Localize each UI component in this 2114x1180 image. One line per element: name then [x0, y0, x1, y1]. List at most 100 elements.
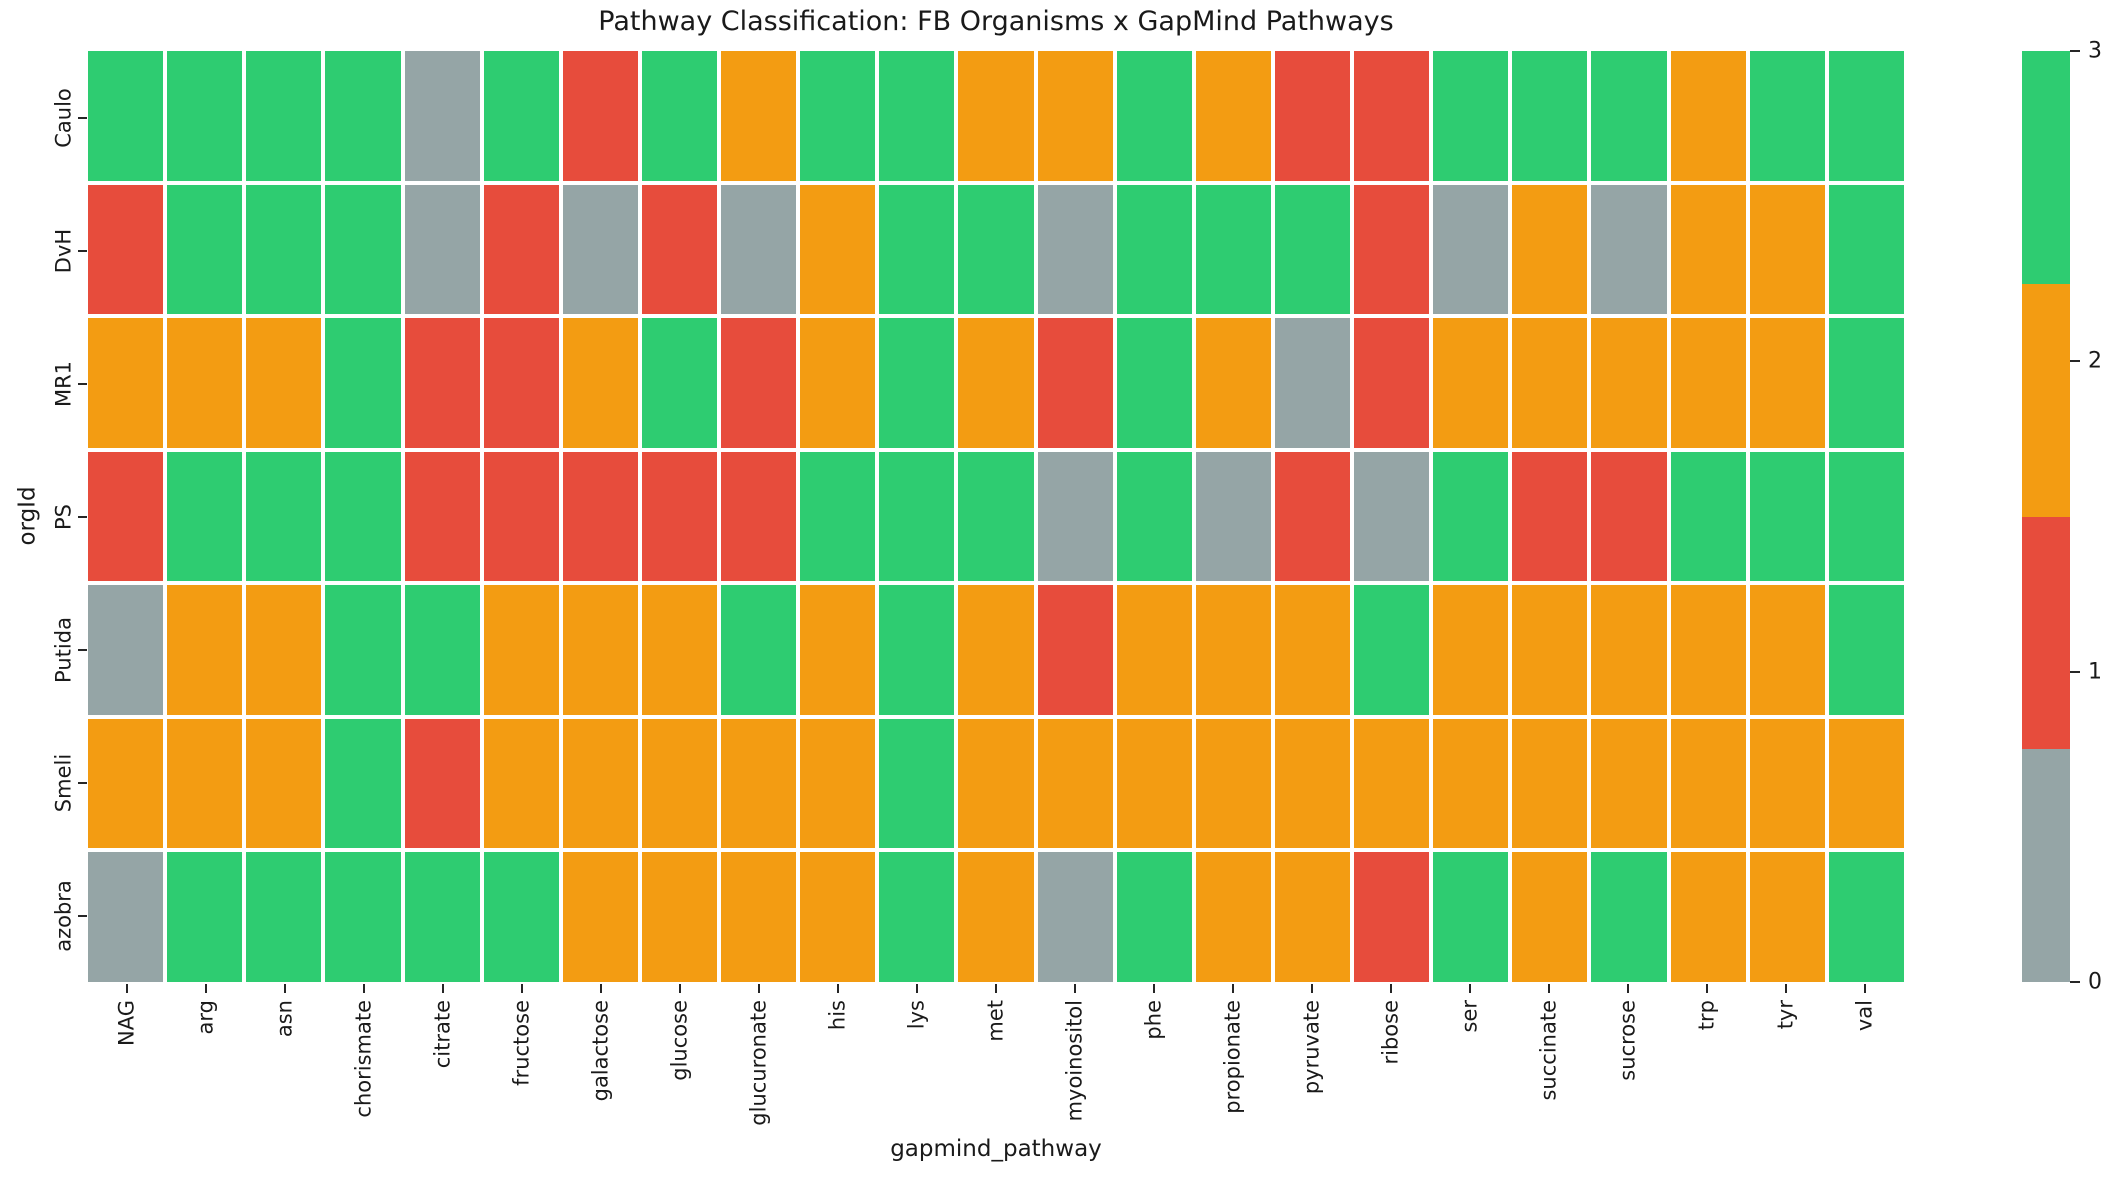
heatmap-cell — [1037, 451, 1113, 582]
heatmap-cell — [958, 184, 1034, 315]
heatmap-cell — [879, 718, 955, 849]
heatmap-cell — [1354, 451, 1430, 582]
heatmap-cell — [404, 585, 480, 715]
x-tick — [1547, 984, 1550, 993]
heatmap-cell — [1274, 718, 1351, 849]
heatmap-cell — [1274, 51, 1351, 181]
row-label: MR1 — [51, 360, 76, 407]
colorbar-tick-label: 1 — [2088, 659, 2102, 685]
heatmap-cell — [800, 318, 876, 448]
col-label: pyruvate — [1299, 1000, 1324, 1095]
heatmap-cell — [1433, 718, 1509, 849]
heatmap-cell — [721, 718, 797, 849]
heatmap-cell — [562, 318, 638, 448]
heatmap-cell — [1749, 51, 1825, 181]
x-tick — [758, 984, 761, 993]
heatmap-cell — [562, 451, 638, 582]
x-tick — [1152, 984, 1155, 993]
col-label: val — [1852, 1000, 1877, 1032]
y-tick — [78, 648, 87, 651]
colorbar-segment — [2022, 516, 2070, 750]
x-tick — [1468, 984, 1471, 993]
col-label: lys — [904, 1000, 929, 1030]
heatmap-cell — [721, 184, 797, 315]
heatmap-cell — [1670, 451, 1746, 582]
heatmap-cell — [721, 451, 797, 582]
heatmap-cell — [246, 451, 322, 582]
heatmap-cell — [1195, 852, 1271, 982]
heatmap-cell — [167, 51, 243, 181]
row-label: Caulo — [51, 87, 76, 148]
col-label: his — [825, 1000, 850, 1031]
heatmap-cell — [246, 585, 322, 715]
heatmap-cell — [1116, 318, 1192, 448]
heatmap-cell — [1116, 585, 1192, 715]
heatmap-cell — [246, 852, 322, 982]
heatmap-cell — [88, 184, 164, 315]
heatmap-cell — [404, 184, 480, 315]
x-tick — [1389, 984, 1392, 993]
heatmap-cell — [1512, 718, 1588, 849]
heatmap-cell — [1670, 318, 1746, 448]
col-label: chorismate — [351, 1000, 376, 1118]
heatmap-cell — [562, 852, 638, 982]
col-label: tyr — [1773, 1000, 1798, 1030]
heatmap-cell — [483, 184, 559, 315]
heatmap-cell — [1433, 51, 1509, 181]
heatmap-cell — [1828, 451, 1904, 582]
heatmap-cell — [1749, 451, 1825, 582]
heatmap-cell — [1195, 585, 1271, 715]
heatmap-cell — [246, 51, 322, 181]
heatmap-cell — [1195, 451, 1271, 582]
heatmap-cell — [958, 585, 1034, 715]
col-label: fructose — [509, 1000, 534, 1086]
heatmap-cell — [1037, 318, 1113, 448]
heatmap-cell — [721, 51, 797, 181]
y-axis-label: orgId — [14, 486, 41, 546]
x-tick — [363, 984, 366, 993]
heatmap-cell — [404, 852, 480, 982]
heatmap-cell — [1274, 852, 1351, 982]
row-label: Putida — [51, 616, 76, 683]
heatmap-cell — [1037, 585, 1113, 715]
colorbar-tick — [2070, 670, 2080, 673]
heatmap-cell — [246, 318, 322, 448]
heatmap-cell — [404, 51, 480, 181]
heatmap-cell — [1591, 585, 1667, 715]
x-tick — [1626, 984, 1629, 993]
heatmap-cell — [1512, 318, 1588, 448]
heatmap-cell — [1037, 51, 1113, 181]
col-label: citrate — [430, 1000, 455, 1069]
heatmap-cell — [1195, 318, 1271, 448]
x-axis-label: gapmind_pathway — [890, 1136, 1102, 1162]
heatmap-cell — [325, 718, 401, 849]
heatmap-cell — [1512, 51, 1588, 181]
y-tick — [78, 914, 87, 917]
heatmap-cell — [1828, 51, 1904, 181]
heatmap-cell — [1591, 51, 1667, 181]
heatmap-cell — [1274, 585, 1351, 715]
heatmap-cell — [1670, 852, 1746, 982]
y-tick — [78, 249, 87, 252]
heatmap-cell — [483, 318, 559, 448]
heatmap-cell — [958, 852, 1034, 982]
heatmap-cell — [1591, 718, 1667, 849]
col-label: asn — [272, 1000, 297, 1038]
heatmap-cell — [325, 184, 401, 315]
heatmap-cell — [1828, 718, 1904, 849]
colorbar-tick-label: 0 — [2088, 969, 2102, 995]
heatmap-cell — [1195, 718, 1271, 849]
heatmap-cell — [1354, 852, 1430, 982]
heatmap-cell — [483, 718, 559, 849]
row-label: azobra — [51, 879, 76, 952]
heatmap-cell — [167, 718, 243, 849]
heatmap-cell — [562, 718, 638, 849]
heatmap-cell — [483, 451, 559, 582]
heatmap-cell — [562, 585, 638, 715]
heatmap-cell — [1512, 184, 1588, 315]
col-label: galactose — [588, 1000, 613, 1102]
heatmap-cell — [1354, 318, 1430, 448]
heatmap-cell — [641, 318, 718, 448]
heatmap-cell — [641, 451, 718, 582]
x-tick — [1863, 984, 1866, 993]
